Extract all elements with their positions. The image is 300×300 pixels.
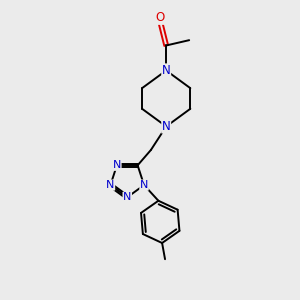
Text: N: N bbox=[106, 180, 115, 190]
Text: N: N bbox=[123, 192, 131, 202]
Text: N: N bbox=[162, 64, 171, 77]
Text: N: N bbox=[140, 180, 148, 190]
Text: N: N bbox=[113, 160, 121, 170]
Text: O: O bbox=[156, 11, 165, 24]
Text: N: N bbox=[162, 120, 171, 133]
